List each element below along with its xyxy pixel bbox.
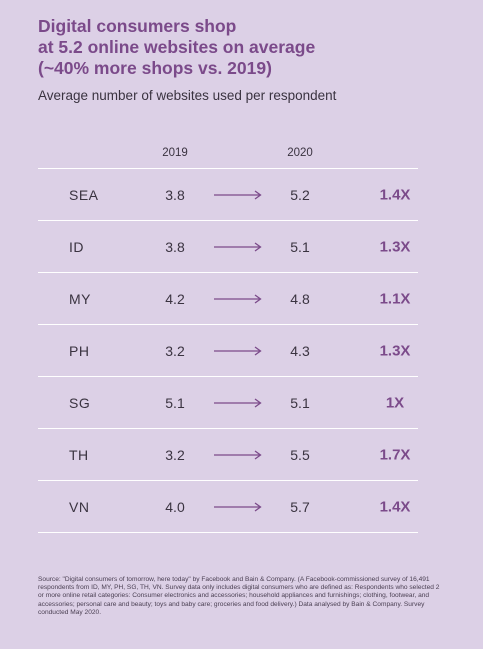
table-row: PH 3.2 4.3 1.3X xyxy=(38,325,418,377)
growth-multiplier: 1.4X xyxy=(379,498,411,515)
column-header-2020: 2020 xyxy=(287,147,313,159)
growth-multiplier: 1.1X xyxy=(379,290,411,307)
region-label: TH xyxy=(69,446,89,463)
region-label: PH xyxy=(69,342,90,359)
region-label: MY xyxy=(69,290,91,307)
arrow-right-icon xyxy=(214,293,262,305)
value-2020: 4.3 xyxy=(290,342,310,359)
table-row: SEA 3.8 5.2 1.4X xyxy=(38,169,418,221)
region-label: VN xyxy=(69,498,90,515)
value-2020: 4.8 xyxy=(290,290,310,307)
source-note: Source: "Digital consumers of tomorrow, … xyxy=(38,576,440,616)
region-label: ID xyxy=(69,238,84,255)
table-row: MY 4.2 4.8 1.1X xyxy=(38,273,418,325)
growth-multiplier: 1X xyxy=(385,394,405,411)
growth-multiplier: 1.3X xyxy=(379,238,411,255)
value-2019: 3.8 xyxy=(165,186,185,203)
title-line: (~40% more shops vs. 2019) xyxy=(38,58,272,78)
value-2020: 5.1 xyxy=(290,238,310,255)
growth-multiplier: 1.7X xyxy=(379,446,411,463)
data-table: SEA 3.8 5.2 1.4X ID 3.8 5.1 1.3X MY 4.2 4.8 1.1X PH 3… xyxy=(38,168,418,533)
table-row: VN 4.0 5.7 1.4X xyxy=(38,481,418,533)
region-label: SG xyxy=(69,394,91,411)
value-2020: 5.7 xyxy=(290,498,310,515)
value-2019: 4.2 xyxy=(165,290,185,307)
subtitle: Average number of websites used per resp… xyxy=(38,88,337,103)
value-2020: 5.2 xyxy=(290,186,310,203)
value-2020: 5.5 xyxy=(290,446,310,463)
growth-multiplier: 1.4X xyxy=(379,186,411,203)
value-2019: 3.2 xyxy=(165,446,185,463)
value-2019: 5.1 xyxy=(165,394,185,411)
arrow-right-icon xyxy=(214,241,262,253)
arrow-right-icon xyxy=(214,501,262,513)
arrow-right-icon xyxy=(214,397,262,409)
table-row: ID 3.8 5.1 1.3X xyxy=(38,221,418,273)
page-title: Digital consumers shop at 5.2 online web… xyxy=(38,16,458,79)
value-2019: 4.0 xyxy=(165,498,185,515)
title-line: Digital consumers shop xyxy=(38,16,237,36)
column-header-2019: 2019 xyxy=(162,147,188,159)
table-row: SG 5.1 5.1 1X xyxy=(38,377,418,429)
arrow-right-icon xyxy=(214,345,262,357)
value-2019: 3.8 xyxy=(165,238,185,255)
title-line: at 5.2 online websites on average xyxy=(38,37,316,57)
growth-multiplier: 1.3X xyxy=(379,342,411,359)
region-label: SEA xyxy=(69,186,99,203)
table-row: TH 3.2 5.5 1.7X xyxy=(38,429,418,481)
arrow-right-icon xyxy=(214,189,262,201)
value-2020: 5.1 xyxy=(290,394,310,411)
value-2019: 3.2 xyxy=(165,342,185,359)
arrow-right-icon xyxy=(214,449,262,461)
